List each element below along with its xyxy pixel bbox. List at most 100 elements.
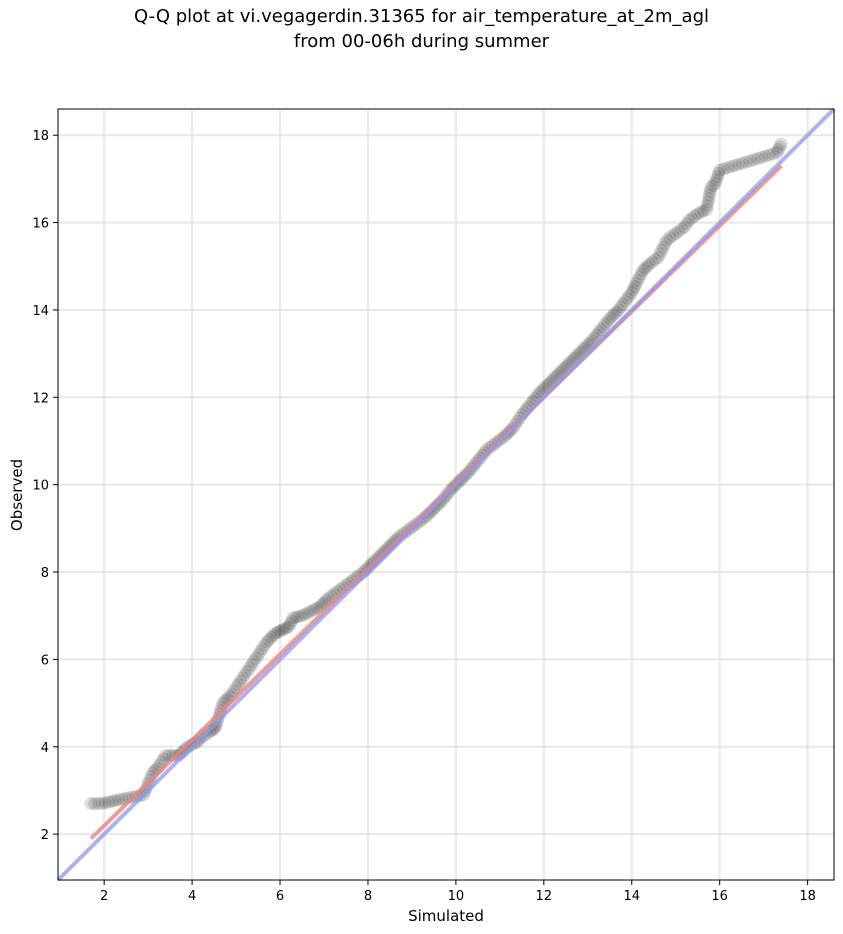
data-point	[102, 795, 116, 809]
x-tick-label: 16	[711, 889, 728, 904]
data-point	[706, 178, 720, 192]
x-tick-label: 8	[364, 889, 372, 904]
data-point	[282, 620, 296, 634]
data-point	[594, 323, 608, 337]
data-point	[680, 217, 694, 231]
x-tick-label: 2	[100, 889, 108, 904]
data-point	[111, 793, 125, 807]
data-point	[623, 288, 637, 302]
reference-lines	[56, 107, 836, 882]
data-point	[708, 176, 722, 190]
data-point	[648, 253, 662, 267]
data-point	[739, 155, 753, 169]
data-point	[255, 641, 269, 655]
data-point	[663, 231, 677, 245]
data-point	[618, 294, 632, 308]
data-point	[603, 312, 617, 326]
data-point	[675, 222, 689, 236]
data-point	[231, 678, 245, 692]
data-point	[251, 648, 265, 662]
y-axis-label: Observed	[8, 459, 26, 531]
data-point	[292, 609, 306, 623]
data-point	[703, 184, 717, 198]
data-point	[755, 150, 769, 164]
data-point	[645, 255, 659, 269]
data-point	[277, 622, 291, 636]
data-point	[632, 270, 646, 284]
data-point	[242, 661, 256, 675]
data-point	[771, 143, 785, 157]
x-tick-label: 10	[448, 889, 465, 904]
data-point	[642, 257, 656, 271]
data-point	[660, 233, 674, 247]
y-tick-label: 6	[41, 653, 49, 668]
x-tick-label: 12	[536, 889, 553, 904]
data-point	[115, 792, 129, 806]
data-point	[229, 681, 243, 695]
data-point	[634, 267, 648, 281]
data-point	[258, 638, 272, 652]
x-tick-label: 4	[188, 889, 196, 904]
data-point	[236, 671, 250, 685]
y-tick-label: 4	[41, 741, 49, 756]
data-point	[91, 797, 105, 811]
data-point	[682, 213, 696, 227]
data-point	[233, 674, 247, 688]
data-point	[280, 621, 294, 635]
data-point	[638, 261, 652, 275]
y-tick-label: 12	[32, 391, 49, 406]
x-axis-ticks: 2 4 6 8 10 12 14 16 18	[100, 880, 816, 904]
data-point	[685, 211, 699, 225]
x-axis-label: Simulated	[408, 907, 484, 925]
y-axis-ticks: 2 4 6 8 10 12 14 16 18	[32, 129, 58, 843]
scatter-points	[84, 137, 788, 811]
data-point	[666, 229, 680, 243]
data-point	[88, 797, 102, 811]
data-point	[205, 723, 219, 737]
data-point	[751, 152, 765, 166]
data-point	[271, 625, 285, 639]
data-point	[295, 609, 309, 623]
plot-frame	[57, 108, 835, 881]
data-point	[620, 291, 634, 305]
data-point	[238, 668, 252, 682]
data-point	[596, 320, 610, 334]
data-point	[301, 606, 315, 620]
data-point	[244, 658, 258, 672]
data-point	[773, 140, 787, 154]
data-point	[609, 305, 623, 319]
data-point	[702, 192, 716, 206]
x-tick-label: 14	[623, 889, 640, 904]
data-point	[720, 161, 734, 175]
data-point	[743, 154, 757, 168]
data-point	[612, 303, 626, 317]
data-point	[590, 328, 604, 342]
data-point	[283, 617, 297, 631]
data-point	[656, 240, 670, 254]
data-point	[762, 148, 776, 162]
data-point	[651, 251, 665, 265]
data-point	[592, 325, 606, 339]
chart-title-line-2: from 00-06h during summer	[293, 31, 550, 52]
data-point	[713, 163, 727, 177]
data-point	[307, 603, 321, 617]
data-point	[247, 655, 261, 669]
data-point	[262, 633, 276, 647]
data-point	[699, 202, 713, 216]
data-point	[702, 188, 716, 202]
data-point	[616, 297, 630, 311]
y-tick-label: 16	[32, 217, 49, 232]
y-tick-label: 18	[32, 129, 49, 144]
data-point	[208, 720, 222, 734]
data-point	[598, 317, 612, 331]
data-point	[758, 149, 772, 163]
data-point	[240, 664, 254, 678]
y-tick-label: 2	[41, 828, 49, 843]
data-point	[728, 158, 742, 172]
data-point	[678, 220, 692, 234]
data-point	[626, 283, 640, 297]
data-point	[774, 137, 788, 151]
data-point	[144, 770, 158, 784]
data-point	[98, 796, 112, 810]
data-point	[770, 146, 784, 160]
